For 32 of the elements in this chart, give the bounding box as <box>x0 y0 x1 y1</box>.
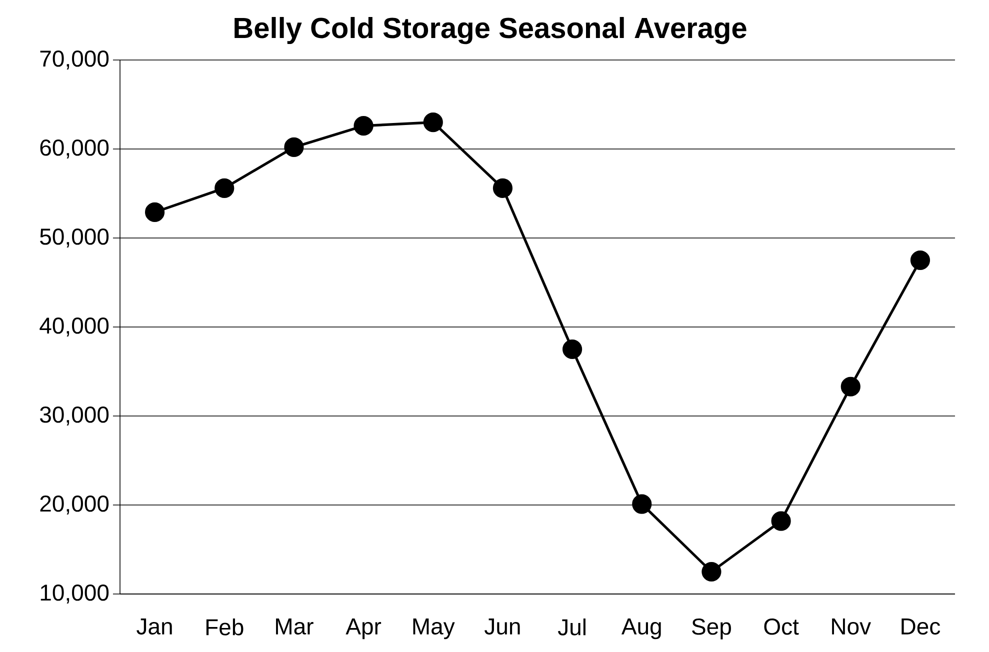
y-tick-label: 20,000 <box>40 495 109 514</box>
x-tick-label: Oct <box>764 618 799 635</box>
x-tick-label: Apr <box>346 618 382 640</box>
x-tick-label: Mar <box>276 618 314 635</box>
point <box>423 112 443 132</box>
point <box>214 178 234 198</box>
point <box>840 376 860 396</box>
x-tick-label: Jul <box>558 618 586 636</box>
point <box>354 116 374 136</box>
point <box>910 250 930 270</box>
point <box>144 202 165 222</box>
point <box>284 137 304 158</box>
point <box>702 562 722 582</box>
y-tick-label: 30,000 <box>40 406 109 426</box>
x-tick-label: Jan <box>136 618 172 635</box>
y-tick-label: 10,000 <box>40 584 109 604</box>
y-tick-label: 60,000 <box>40 139 109 158</box>
x-tick-label: Nov <box>832 618 871 635</box>
chart-title: Belly Cold Storage Seasonal Average <box>234 16 746 44</box>
x-tick-label: Aug <box>621 618 661 640</box>
x-tick-label: Sep <box>692 618 731 640</box>
y-tick-label: 70,000 <box>40 50 109 70</box>
y-tick-label: 40,000 <box>40 317 109 336</box>
y-tick-label: 50,000 <box>40 228 109 248</box>
x-tick-label: Feb <box>206 618 244 636</box>
x-tick-label: May <box>413 618 455 640</box>
point <box>771 511 791 531</box>
x-tick-label: Dec <box>902 618 940 635</box>
point <box>632 494 652 514</box>
point <box>492 178 513 198</box>
point <box>562 339 582 360</box>
x-tick-label: Jun <box>484 618 520 635</box>
